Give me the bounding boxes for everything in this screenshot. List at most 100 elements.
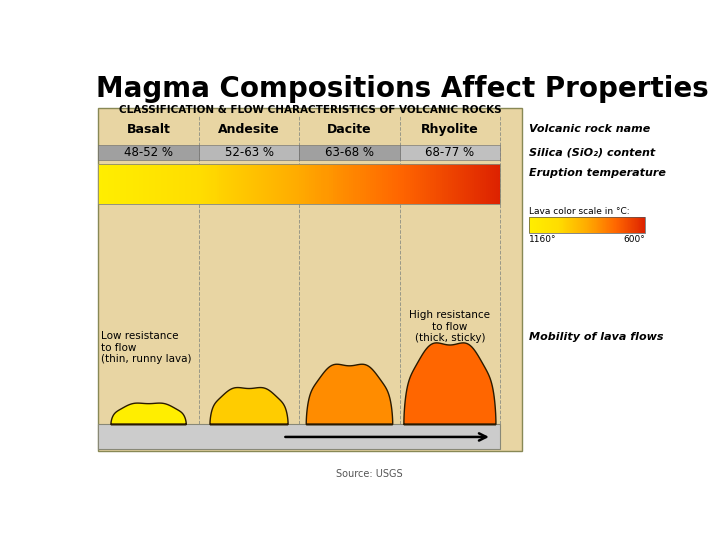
- Bar: [300, 145, 400, 160]
- Bar: [346, 164, 348, 204]
- Bar: [153, 164, 155, 204]
- Bar: [323, 164, 325, 204]
- Text: Lava color scale in °C:: Lava color scale in °C:: [529, 207, 630, 216]
- Bar: [456, 164, 458, 204]
- Bar: [397, 164, 400, 204]
- Polygon shape: [404, 343, 496, 424]
- Text: Eruption temperature: Eruption temperature: [529, 168, 666, 178]
- Bar: [122, 164, 125, 204]
- Bar: [99, 109, 523, 451]
- Bar: [396, 164, 397, 204]
- Bar: [257, 164, 259, 204]
- Bar: [291, 164, 293, 204]
- Bar: [171, 164, 173, 204]
- Bar: [356, 164, 358, 204]
- Bar: [303, 164, 305, 204]
- Bar: [109, 164, 110, 204]
- Bar: [237, 164, 239, 204]
- Bar: [311, 164, 313, 204]
- Bar: [243, 164, 245, 204]
- Bar: [265, 164, 267, 204]
- Bar: [400, 164, 402, 204]
- Bar: [233, 164, 235, 204]
- Bar: [231, 164, 233, 204]
- Bar: [458, 164, 460, 204]
- Bar: [494, 164, 496, 204]
- Bar: [442, 164, 444, 204]
- Bar: [279, 164, 282, 204]
- Bar: [239, 164, 241, 204]
- Bar: [333, 164, 336, 204]
- Bar: [295, 164, 297, 204]
- Bar: [426, 164, 428, 204]
- Text: Andesite: Andesite: [218, 123, 280, 136]
- Bar: [382, 164, 384, 204]
- Bar: [207, 164, 209, 204]
- Bar: [186, 164, 189, 204]
- Bar: [364, 164, 366, 204]
- Bar: [325, 164, 328, 204]
- Text: 48-52 %: 48-52 %: [124, 146, 173, 159]
- Bar: [351, 164, 354, 204]
- Bar: [107, 164, 109, 204]
- Text: Source: USGS: Source: USGS: [336, 469, 402, 478]
- Bar: [488, 164, 490, 204]
- Bar: [318, 164, 320, 204]
- Polygon shape: [306, 364, 392, 424]
- Bar: [163, 164, 165, 204]
- Bar: [297, 164, 300, 204]
- Bar: [193, 164, 195, 204]
- Bar: [229, 164, 231, 204]
- Bar: [341, 164, 343, 204]
- Bar: [343, 164, 346, 204]
- Bar: [404, 164, 405, 204]
- Text: Dacite: Dacite: [327, 123, 372, 136]
- Bar: [185, 164, 186, 204]
- Bar: [148, 164, 150, 204]
- Bar: [440, 164, 442, 204]
- Bar: [245, 164, 247, 204]
- Text: Volcanic rock name: Volcanic rock name: [529, 124, 650, 134]
- Bar: [484, 164, 486, 204]
- Bar: [320, 164, 321, 204]
- Bar: [336, 164, 338, 204]
- Bar: [329, 164, 331, 204]
- Bar: [339, 164, 341, 204]
- Text: 1160°: 1160°: [529, 235, 557, 244]
- Bar: [367, 164, 369, 204]
- Bar: [132, 164, 135, 204]
- Bar: [470, 164, 472, 204]
- Text: High resistance
to flow
(thick, sticky): High resistance to flow (thick, sticky): [410, 310, 490, 343]
- Bar: [464, 164, 466, 204]
- Bar: [221, 164, 223, 204]
- Bar: [450, 164, 452, 204]
- Bar: [195, 164, 197, 204]
- Bar: [273, 164, 275, 204]
- Bar: [157, 164, 158, 204]
- Bar: [269, 164, 271, 204]
- Bar: [199, 145, 300, 160]
- Bar: [412, 164, 414, 204]
- Bar: [310, 164, 311, 204]
- Bar: [405, 164, 408, 204]
- Bar: [300, 164, 301, 204]
- Bar: [235, 164, 237, 204]
- Bar: [354, 164, 356, 204]
- Bar: [158, 164, 161, 204]
- Bar: [247, 164, 249, 204]
- Bar: [282, 164, 283, 204]
- Text: Basalt: Basalt: [127, 123, 171, 136]
- Bar: [293, 164, 295, 204]
- Text: Low resistance
to flow
(thin, runny lava): Low resistance to flow (thin, runny lava…: [101, 331, 192, 364]
- Bar: [179, 164, 181, 204]
- Bar: [189, 164, 191, 204]
- FancyArrowPatch shape: [285, 433, 486, 441]
- Bar: [261, 164, 263, 204]
- Text: 900°C: 900°C: [454, 178, 495, 191]
- Polygon shape: [111, 403, 186, 424]
- Bar: [321, 164, 323, 204]
- Text: Mobility of lava flows: Mobility of lava flows: [529, 332, 664, 342]
- Bar: [125, 164, 127, 204]
- Bar: [358, 164, 359, 204]
- Bar: [369, 164, 372, 204]
